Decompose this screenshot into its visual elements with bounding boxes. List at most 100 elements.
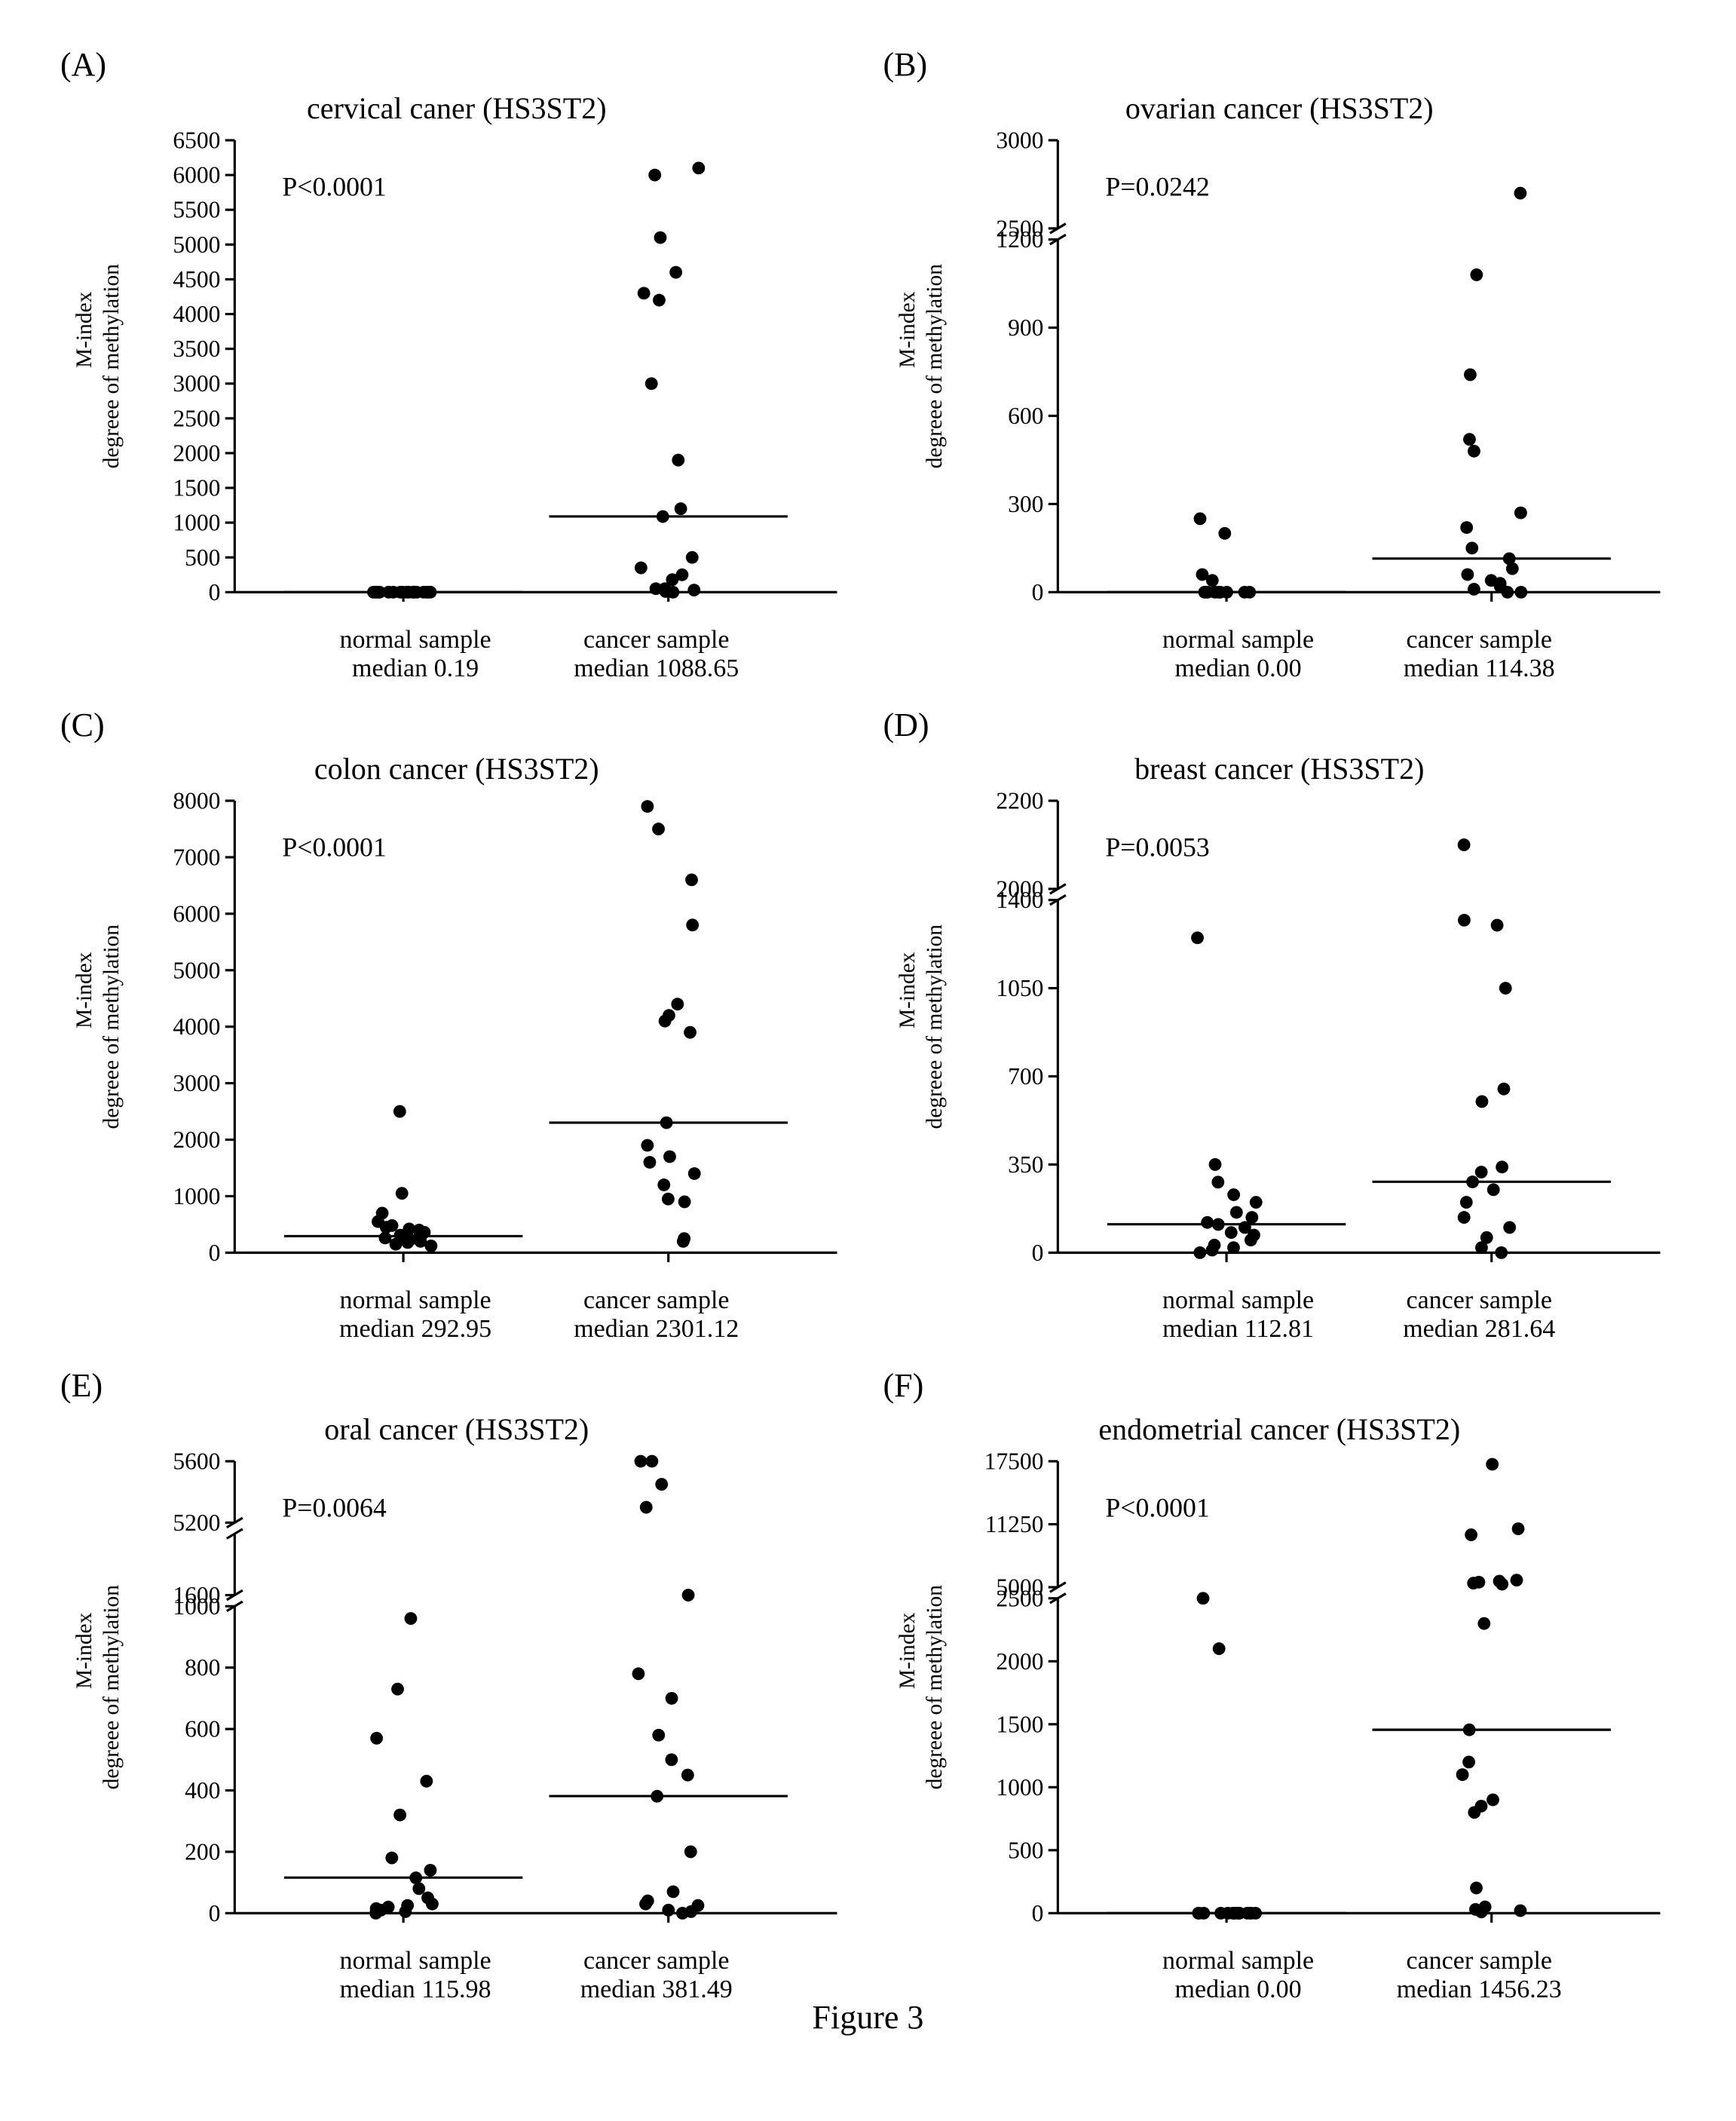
svg-text:5200: 5200 — [173, 1510, 220, 1536]
x-label: cancer samplemedian 1088.65 — [536, 626, 777, 683]
svg-text:3000: 3000 — [996, 130, 1043, 154]
svg-text:1600: 1600 — [173, 1582, 220, 1608]
data-point — [393, 1105, 406, 1118]
data-point — [685, 873, 698, 886]
svg-text:2500: 2500 — [996, 215, 1043, 241]
data-point — [641, 800, 654, 813]
data-point — [641, 1139, 654, 1152]
data-point — [1497, 1083, 1510, 1096]
data-point — [1245, 1211, 1258, 1224]
panel-letter: (F) — [883, 1366, 924, 1405]
data-point — [1224, 1226, 1237, 1239]
plot-area: 03507001050140020002200M-indexdegreee of… — [883, 791, 1676, 1286]
data-point — [652, 1729, 665, 1742]
x-label-line1: cancer sample — [536, 1286, 777, 1315]
data-point — [657, 1179, 670, 1191]
svg-text:1000: 1000 — [173, 1183, 220, 1209]
panel: (A)cervical caner (HS3ST2)05001000150020… — [60, 45, 853, 683]
x-label-line1: normal sample — [1118, 1286, 1359, 1315]
x-label-line2: median 112.81 — [1118, 1315, 1359, 1344]
data-point — [663, 1151, 676, 1163]
data-point — [1496, 1160, 1508, 1173]
data-point — [1218, 527, 1231, 540]
svg-text:3000: 3000 — [173, 1070, 220, 1096]
svg-text:1000: 1000 — [996, 1774, 1043, 1801]
x-label-line1: cancer sample — [1358, 626, 1600, 654]
svg-text:4000: 4000 — [173, 1013, 220, 1040]
x-label: cancer samplemedian 114.38 — [1358, 626, 1600, 683]
svg-text:5000: 5000 — [173, 957, 220, 983]
data-point — [1511, 1522, 1524, 1535]
data-point — [644, 1156, 657, 1169]
x-label-line2: median 292.95 — [295, 1315, 536, 1344]
svg-text:8000: 8000 — [173, 791, 220, 814]
svg-text:800: 800 — [185, 1654, 220, 1681]
data-point — [652, 823, 665, 835]
svg-text:700: 700 — [1008, 1063, 1043, 1090]
x-labels: normal samplemedian 292.95cancer samplem… — [60, 1286, 853, 1344]
data-point — [1462, 1755, 1475, 1768]
data-point — [684, 1026, 697, 1039]
data-point — [1249, 1196, 1262, 1209]
data-point — [676, 569, 689, 581]
data-point — [1201, 1216, 1214, 1229]
data-point — [1464, 369, 1477, 382]
svg-text:1500: 1500 — [996, 1711, 1043, 1737]
x-label-line2: median 2301.12 — [536, 1315, 777, 1344]
x-label-line1: normal sample — [1118, 626, 1359, 654]
svg-text:1050: 1050 — [996, 975, 1043, 1001]
ylabel-1: M-index — [896, 952, 920, 1028]
data-point — [640, 1501, 653, 1514]
plot-area: 0500100015002000250030003500400045005000… — [60, 130, 853, 626]
data-point — [1493, 1574, 1505, 1587]
svg-text:0: 0 — [1031, 1900, 1043, 1926]
x-label-line1: normal sample — [295, 1286, 536, 1315]
svg-text:5000: 5000 — [996, 1574, 1043, 1600]
panel-letter: (E) — [60, 1366, 103, 1405]
figure-page: (A)cervical caner (HS3ST2)05001000150020… — [0, 0, 1736, 2121]
ylabel-1: M-index — [72, 952, 96, 1028]
x-labels: normal samplemedian 115.98cancer samplem… — [60, 1947, 853, 2004]
svg-text:200: 200 — [185, 1838, 220, 1865]
svg-text:1000: 1000 — [173, 510, 220, 536]
x-label: normal samplemedian 0.19 — [295, 626, 536, 683]
data-point — [635, 1454, 648, 1467]
data-point — [654, 231, 667, 244]
svg-text:0: 0 — [209, 579, 221, 605]
x-label: normal samplemedian 115.98 — [295, 1947, 536, 2004]
ylabel-2: degreee of methylation — [922, 924, 946, 1129]
x-label-line2: median 0.00 — [1118, 1975, 1359, 2004]
data-point — [1227, 1188, 1240, 1201]
panel-grid: (A)cervical caner (HS3ST2)05001000150020… — [60, 45, 1676, 1968]
data-point — [385, 1852, 398, 1865]
data-point — [692, 1899, 705, 1912]
svg-text:6000: 6000 — [173, 900, 220, 927]
data-point — [1478, 1900, 1491, 1913]
svg-text:0: 0 — [209, 1240, 221, 1266]
x-label: cancer samplemedian 1456.23 — [1358, 1947, 1600, 2004]
svg-text:5600: 5600 — [173, 1451, 220, 1475]
data-point — [1208, 1158, 1221, 1171]
data-point — [1503, 1221, 1516, 1234]
x-labels: normal samplemedian 0.00cancer samplemed… — [883, 1947, 1676, 2004]
scatter-plot: 010002000300040005000600070008000M-index… — [60, 791, 853, 1286]
data-point — [1486, 1183, 1499, 1196]
svg-text:2000: 2000 — [173, 440, 220, 466]
data-point — [1212, 1642, 1225, 1655]
data-point — [391, 1683, 404, 1696]
data-point — [641, 1895, 654, 1908]
svg-text:3500: 3500 — [173, 336, 220, 362]
data-point — [686, 551, 699, 564]
data-point — [666, 1692, 678, 1705]
data-point — [648, 169, 661, 182]
x-label-line2: median 0.19 — [295, 654, 536, 683]
svg-text:17500: 17500 — [984, 1451, 1043, 1475]
data-point — [672, 454, 684, 467]
svg-text:5500: 5500 — [173, 197, 220, 223]
data-point — [1459, 1196, 1472, 1209]
x-label: normal samplemedian 0.00 — [1118, 626, 1359, 683]
svg-text:1500: 1500 — [173, 475, 220, 501]
data-point — [686, 918, 699, 931]
panel: (B)ovarian cancer (HS3ST2)03006009001200… — [883, 45, 1676, 683]
data-point — [1229, 1206, 1242, 1218]
